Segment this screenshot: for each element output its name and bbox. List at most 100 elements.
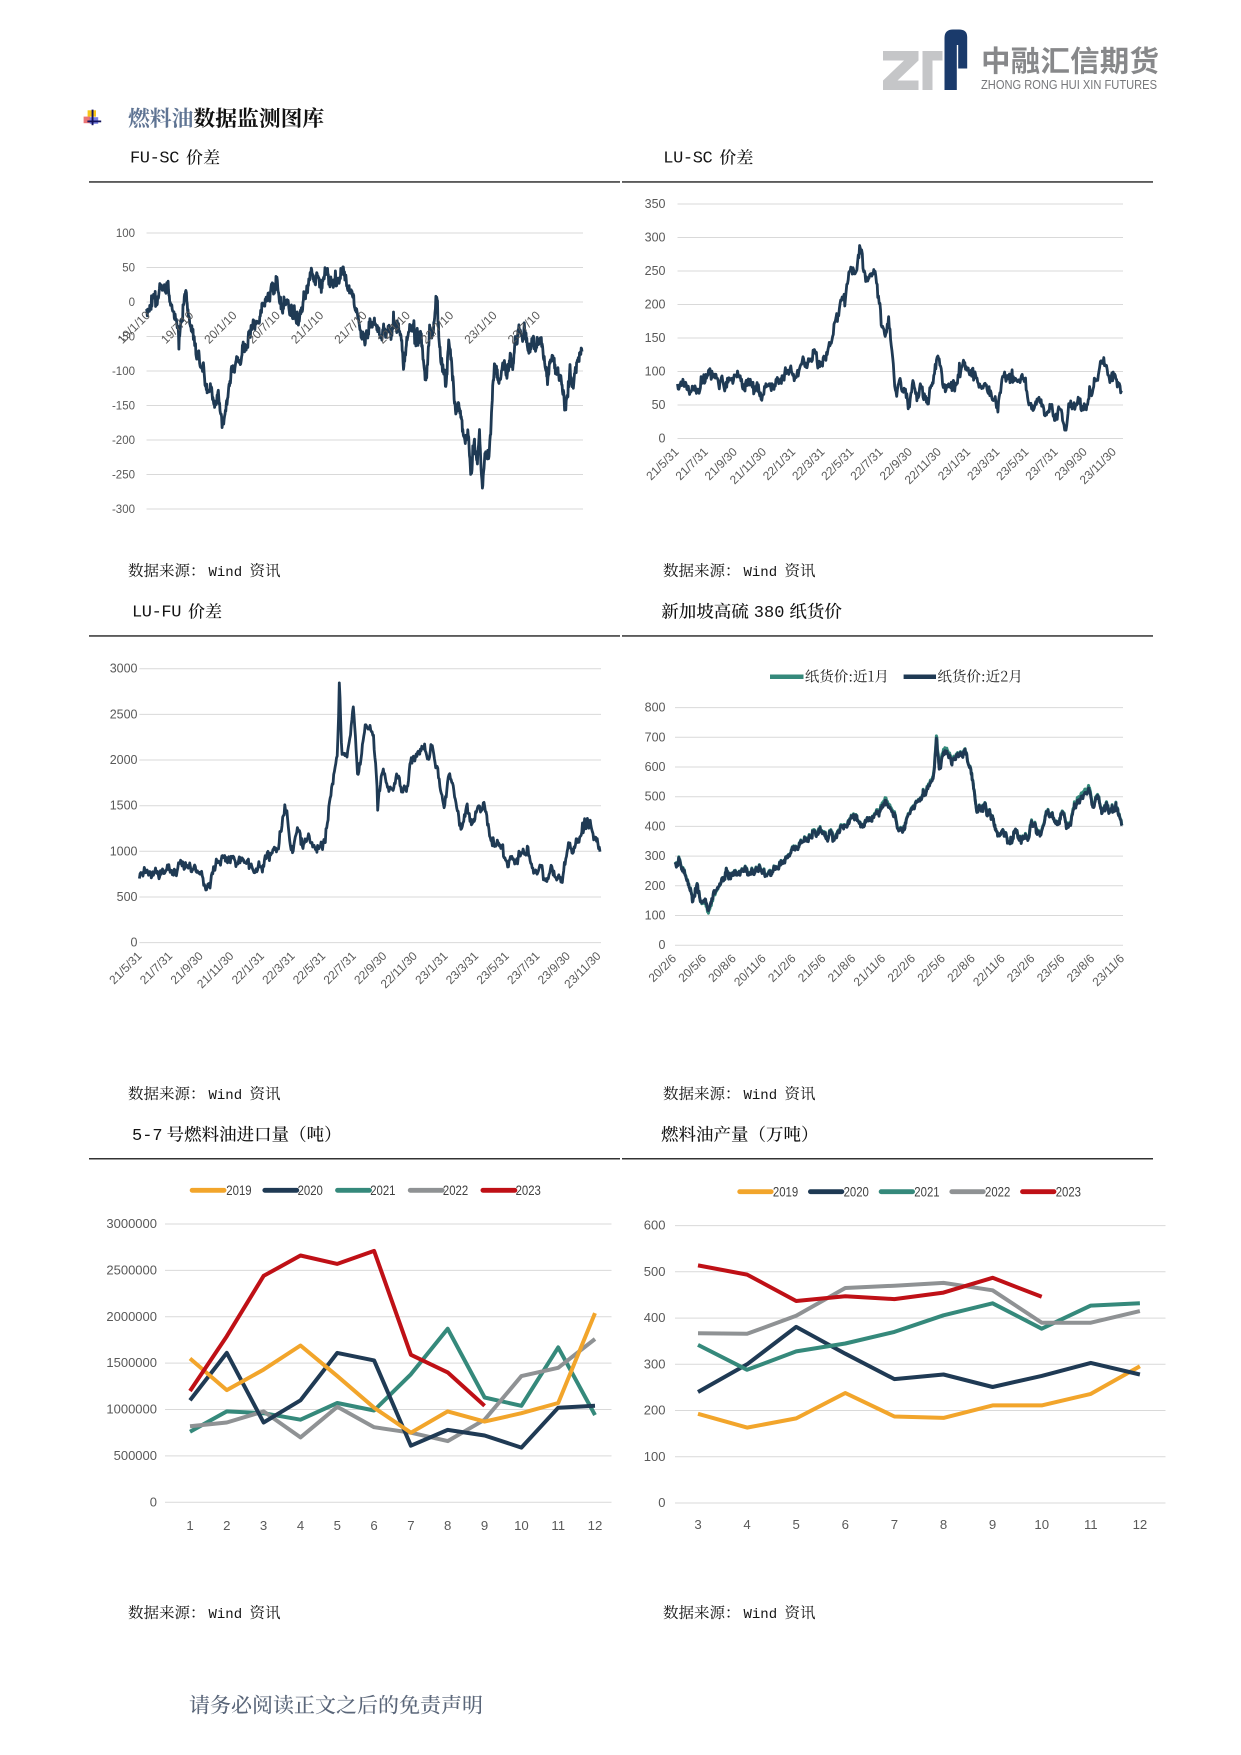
svg-text:23/7/31: 23/7/31 [504,949,542,987]
svg-text:11: 11 [551,1518,565,1533]
svg-text:500: 500 [117,890,138,904]
svg-text:0: 0 [658,1495,665,1510]
svg-text:50: 50 [122,263,135,275]
svg-text:0: 0 [659,938,666,952]
svg-text:-200: -200 [112,435,135,447]
svg-text:2021: 2021 [914,1185,939,1200]
svg-text:Wind: Wind [744,565,778,581]
svg-text:23/2/6: 23/2/6 [1004,951,1038,985]
svg-text:22/3/31: 22/3/31 [259,949,297,987]
svg-text:-100: -100 [112,366,135,378]
svg-text:300: 300 [645,231,666,245]
svg-text:400: 400 [644,1310,666,1325]
svg-text:600: 600 [644,1218,666,1233]
svg-text:500: 500 [644,1264,666,1279]
svg-text:Wind: Wind [209,1607,243,1623]
svg-text:23/5/31: 23/5/31 [474,949,512,987]
svg-text:2023: 2023 [1056,1185,1081,1200]
svg-text:Wind: Wind [209,1088,243,1104]
svg-text:3: 3 [694,1517,701,1532]
svg-text:20/1/10: 20/1/10 [201,308,239,346]
svg-text:-300: -300 [112,504,135,516]
svg-text:23/1/31: 23/1/31 [412,949,450,987]
svg-text:22/5/31: 22/5/31 [290,949,328,987]
svg-text:23/1/10: 23/1/10 [462,308,500,346]
svg-text:20/5/6: 20/5/6 [676,951,710,985]
svg-text:2500: 2500 [110,707,138,721]
svg-text:21/2/6: 21/2/6 [765,951,799,985]
svg-text:LU-SC: LU-SC [663,150,712,169]
svg-text:11: 11 [1084,1517,1098,1532]
svg-text:-250: -250 [112,470,135,482]
svg-text:2000: 2000 [110,753,138,767]
svg-text:1500000: 1500000 [106,1355,157,1370]
svg-text:7: 7 [891,1517,898,1532]
svg-text:-150: -150 [112,401,135,413]
svg-text:20/2/6: 20/2/6 [646,951,680,985]
svg-text:300: 300 [644,1356,666,1371]
svg-text:100: 100 [116,228,135,240]
svg-text:4: 4 [743,1517,750,1532]
svg-text:Wind: Wind [209,565,243,581]
svg-text:21/5/6: 21/5/6 [795,951,829,985]
svg-text:2022: 2022 [985,1185,1010,1200]
svg-text:0: 0 [131,936,138,950]
svg-text:9: 9 [481,1518,488,1533]
svg-text:20/11/6: 20/11/6 [731,951,769,989]
svg-text:10: 10 [514,1518,529,1533]
svg-text:12: 12 [1133,1517,1148,1532]
svg-text:500: 500 [645,790,666,804]
svg-text:2500000: 2500000 [106,1262,157,1277]
svg-text:2019: 2019 [226,1183,251,1198]
svg-text:600: 600 [645,760,666,774]
svg-text:8: 8 [444,1518,451,1533]
svg-text:100: 100 [644,1449,666,1464]
svg-text:23/5/6: 23/5/6 [1034,951,1068,985]
svg-text:21/11/6: 21/11/6 [851,951,889,989]
svg-text:3: 3 [260,1518,267,1533]
svg-text:5: 5 [793,1517,800,1532]
svg-text:380: 380 [754,604,785,623]
svg-text:400: 400 [645,819,666,833]
svg-text:100: 100 [645,365,666,379]
svg-text:6: 6 [842,1517,849,1532]
svg-text:3000000: 3000000 [106,1216,157,1231]
svg-text:100: 100 [645,909,666,923]
svg-text:21/7/31: 21/7/31 [137,949,175,987]
svg-text:2000000: 2000000 [106,1309,157,1324]
svg-text:22/2/6: 22/2/6 [885,951,919,985]
svg-text:2023: 2023 [516,1183,541,1198]
svg-text:Wind: Wind [744,1088,778,1104]
svg-text:21/5/31: 21/5/31 [106,949,144,987]
svg-text:-50: -50 [118,332,135,344]
svg-text:1500: 1500 [110,799,138,813]
svg-text:23/3/31: 23/3/31 [443,949,481,987]
svg-text:12: 12 [588,1518,603,1533]
svg-text:300: 300 [645,849,666,863]
svg-text:350: 350 [645,197,666,211]
svg-text:ZHONG RONG HUI XIN FUTURES: ZHONG RONG HUI XIN FUTURES [981,77,1157,92]
svg-text:1: 1 [186,1518,193,1533]
svg-text:9: 9 [989,1517,996,1532]
svg-text:7: 7 [407,1518,414,1533]
svg-text:2019: 2019 [773,1185,798,1200]
svg-text:0: 0 [659,432,666,446]
svg-text:2020: 2020 [298,1183,323,1198]
svg-text:3000: 3000 [110,662,138,676]
svg-text:0: 0 [129,297,135,309]
svg-text:800: 800 [645,701,666,715]
svg-text:Wind: Wind [744,1607,778,1623]
svg-text:500000: 500000 [114,1448,157,1463]
svg-text:1000000: 1000000 [106,1402,157,1417]
svg-text:22/7/31: 22/7/31 [321,949,359,987]
svg-text:1000: 1000 [110,844,138,858]
svg-text:23/11/6: 23/11/6 [1090,951,1128,989]
svg-text:2020: 2020 [844,1185,869,1200]
svg-text:250: 250 [645,264,666,278]
svg-text:200: 200 [645,298,666,312]
svg-text:50: 50 [652,398,666,412]
svg-text:2022: 2022 [443,1183,468,1198]
svg-text:0: 0 [150,1494,157,1509]
svg-text:FU-SC: FU-SC [130,150,179,169]
svg-text:200: 200 [644,1403,666,1418]
